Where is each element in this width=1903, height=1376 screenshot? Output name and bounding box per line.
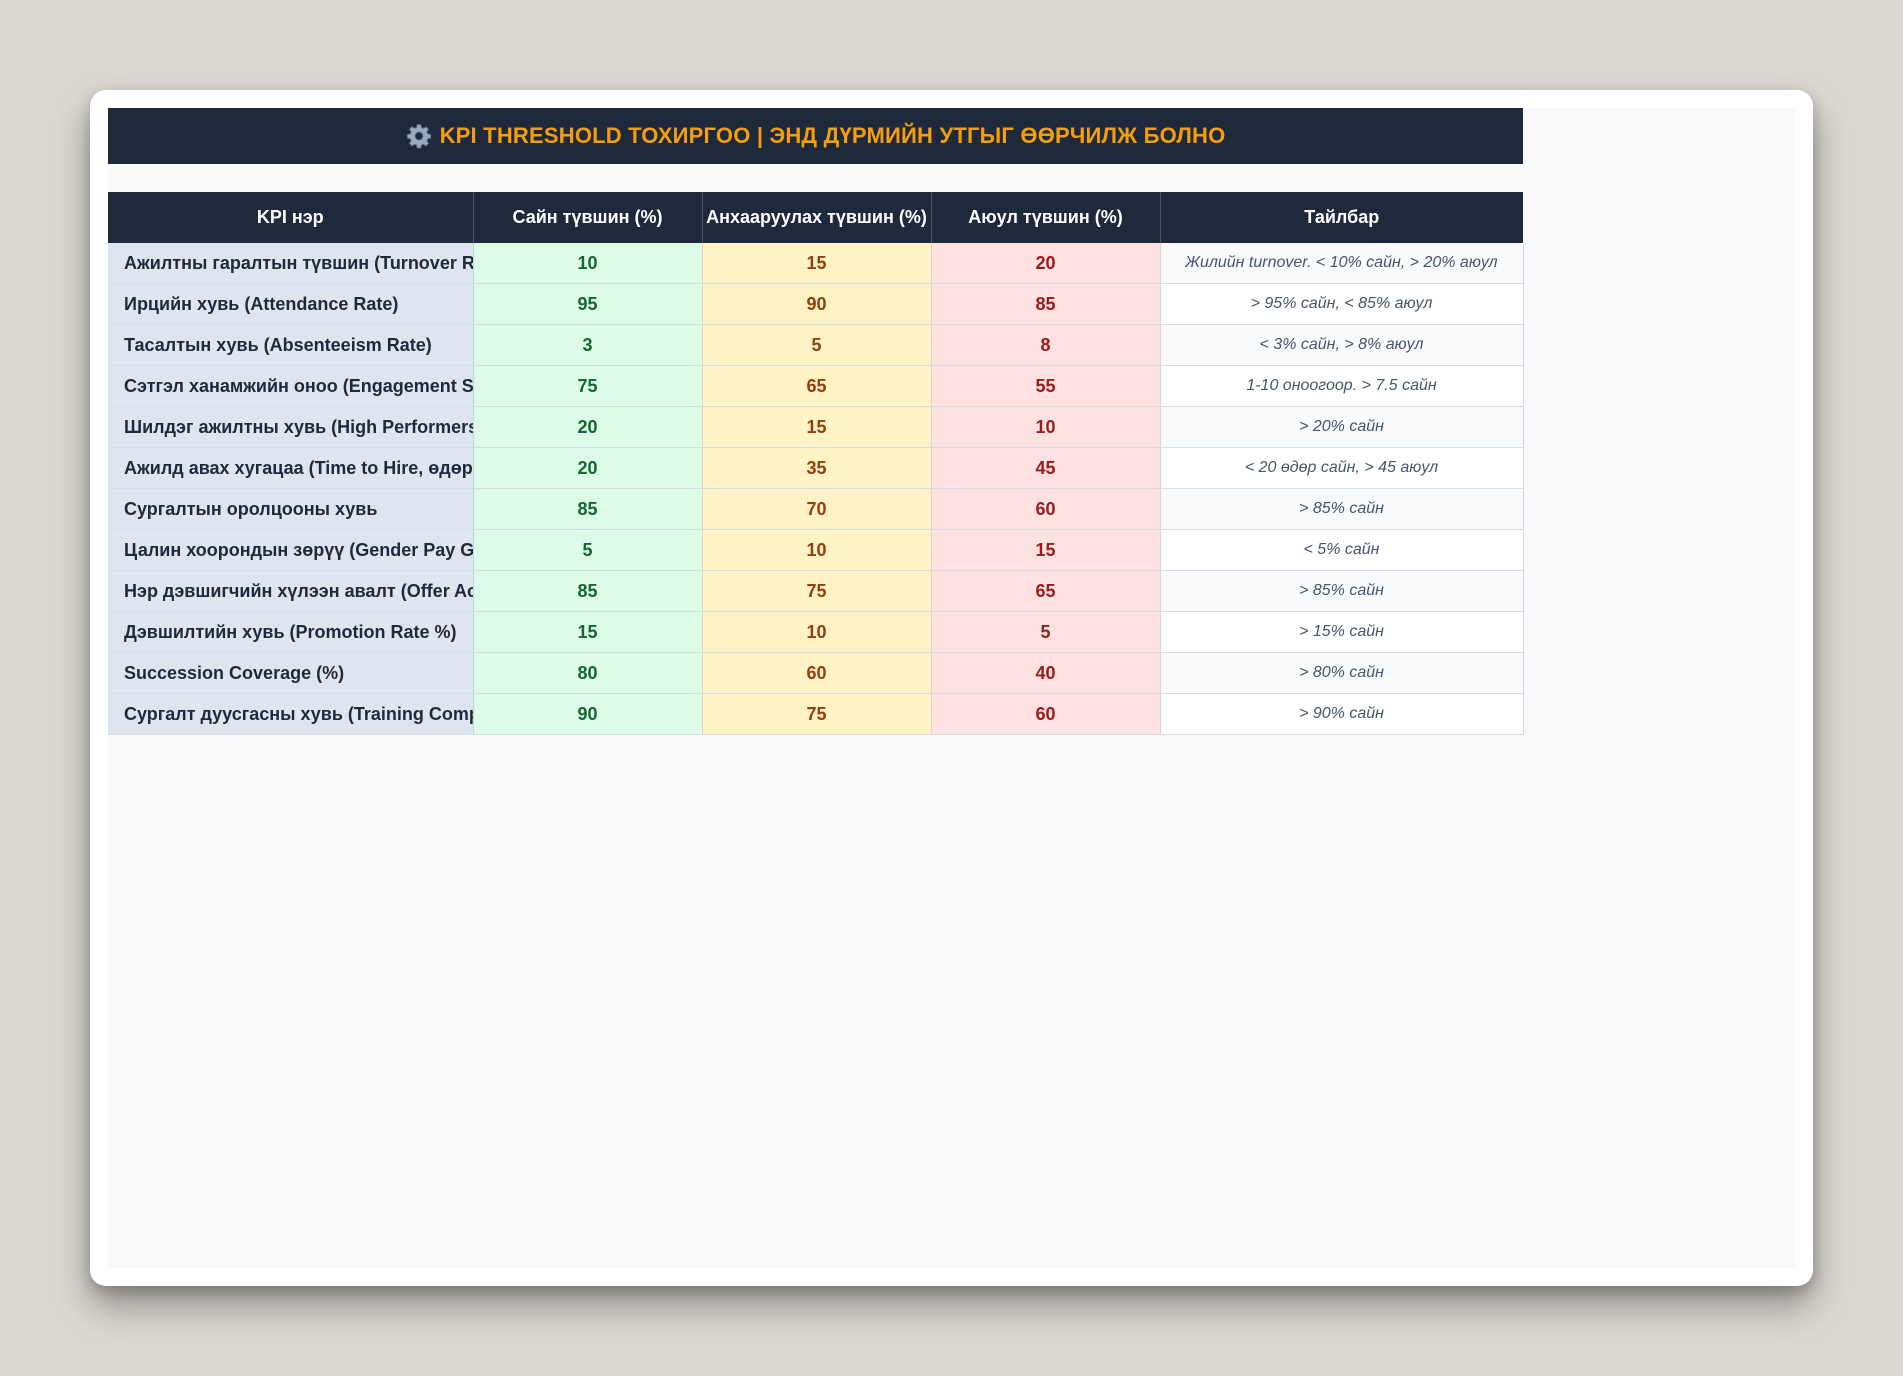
note-cell[interactable]: > 95% сайн, < 85% аюул: [1160, 283, 1524, 325]
kpi-name-cell[interactable]: Сургалтын оролцооны хувь: [108, 488, 473, 530]
warning-threshold-cell[interactable]: 10: [701, 611, 931, 653]
warning-threshold-cell[interactable]: 75: [701, 693, 931, 735]
column-header-note[interactable]: Тайлбар: [1160, 192, 1523, 243]
note-cell[interactable]: > 90% сайн: [1160, 693, 1524, 735]
good-threshold-cell[interactable]: 20: [472, 406, 702, 448]
kpi-name-cell[interactable]: Ажилтны гаралтын түвшин (Turnover Rate): [108, 243, 473, 284]
danger-threshold-cell[interactable]: 5: [930, 611, 1161, 653]
table-row: Шилдэг ажилтны хувь (High Performers %) …: [108, 406, 1524, 448]
good-threshold-cell[interactable]: 10: [472, 243, 702, 284]
good-threshold-cell[interactable]: 80: [472, 652, 702, 694]
danger-threshold-cell[interactable]: 45: [930, 447, 1161, 489]
column-header-kpi-name[interactable]: KPI нэр: [108, 192, 474, 243]
table-row: Нэр дэвшигчийн хүлээн авалт (Offer Accep…: [108, 570, 1524, 612]
good-threshold-cell[interactable]: 85: [472, 570, 702, 612]
good-threshold-cell[interactable]: 85: [472, 488, 702, 530]
column-header-warning-level[interactable]: Анхааруулах түвшин (%): [702, 192, 932, 243]
note-cell[interactable]: > 15% сайн: [1160, 611, 1524, 653]
danger-threshold-cell[interactable]: 20: [930, 243, 1161, 284]
good-threshold-cell[interactable]: 20: [472, 447, 702, 489]
warning-threshold-cell[interactable]: 70: [701, 488, 931, 530]
column-header-good-level[interactable]: Сайн түвшин (%): [473, 192, 703, 243]
good-threshold-cell[interactable]: 5: [472, 529, 702, 571]
kpi-name-cell[interactable]: Тасалтын хувь (Absenteeism Rate): [108, 324, 473, 366]
danger-threshold-cell[interactable]: 55: [930, 365, 1161, 407]
warning-threshold-cell[interactable]: 75: [701, 570, 931, 612]
table-row: Дэвшилтийн хувь (Promotion Rate %) 15 10…: [108, 611, 1524, 653]
danger-threshold-cell[interactable]: 10: [930, 406, 1161, 448]
warning-threshold-cell[interactable]: 35: [701, 447, 931, 489]
app-window: KPI THRESHOLD ТОХИРГОО | ЭНД ДҮРМИЙН УТГ…: [90, 90, 1813, 1286]
kpi-name-cell[interactable]: Цалин хоорондын зөрүү (Gender Pay Gap %): [108, 529, 473, 571]
kpi-name-cell[interactable]: Нэр дэвшигчийн хүлээн авалт (Offer Accep…: [108, 570, 473, 612]
note-cell[interactable]: < 5% сайн: [1160, 529, 1524, 571]
note-cell[interactable]: < 20 өдөр сайн, > 45 аюул: [1160, 447, 1524, 489]
table-row: Сургалтын оролцооны хувь 85 70 60 > 85% …: [108, 488, 1524, 530]
column-header-danger-level[interactable]: Аюул түвшин (%): [931, 192, 1161, 243]
table-row: Ирцийн хувь (Attendance Rate) 95 90 85 >…: [108, 283, 1524, 325]
note-cell[interactable]: > 85% сайн: [1160, 570, 1524, 612]
warning-threshold-cell[interactable]: 90: [701, 283, 931, 325]
note-cell[interactable]: > 80% сайн: [1160, 652, 1524, 694]
warning-threshold-cell[interactable]: 15: [701, 243, 931, 284]
spreadsheet-area: KPI THRESHOLD ТОХИРГОО | ЭНД ДҮРМИЙН УТГ…: [108, 108, 1795, 1268]
note-cell[interactable]: < 3% сайн, > 8% аюул: [1160, 324, 1524, 366]
table-header-row: KPI нэр Сайн түвшин (%) Анхааруулах түвш…: [108, 192, 1523, 243]
note-cell[interactable]: > 20% сайн: [1160, 406, 1524, 448]
page-title: KPI THRESHOLD ТОХИРГОО | ЭНД ДҮРМИЙН УТГ…: [439, 123, 1226, 148]
kpi-name-cell[interactable]: Ажилд авах хугацаа (Time to Hire, өдөр): [108, 447, 473, 489]
danger-threshold-cell[interactable]: 15: [930, 529, 1161, 571]
good-threshold-cell[interactable]: 75: [472, 365, 702, 407]
warning-threshold-cell[interactable]: 10: [701, 529, 931, 571]
kpi-name-cell[interactable]: Сэтгэл ханамжийн оноо (Engagement Score): [108, 365, 473, 407]
kpi-name-cell[interactable]: Ирцийн хувь (Attendance Rate): [108, 283, 473, 325]
danger-threshold-cell[interactable]: 40: [930, 652, 1161, 694]
warning-threshold-cell[interactable]: 65: [701, 365, 931, 407]
gear-icon: [406, 123, 432, 149]
good-threshold-cell[interactable]: 95: [472, 283, 702, 325]
warning-threshold-cell[interactable]: 60: [701, 652, 931, 694]
table-row: Ажилтны гаралтын түвшин (Turnover Rate) …: [108, 243, 1524, 284]
good-threshold-cell[interactable]: 3: [472, 324, 702, 366]
good-threshold-cell[interactable]: 90: [472, 693, 702, 735]
kpi-name-cell[interactable]: Succession Coverage (%): [108, 652, 473, 694]
danger-threshold-cell[interactable]: 8: [930, 324, 1161, 366]
danger-threshold-cell[interactable]: 60: [930, 693, 1161, 735]
good-threshold-cell[interactable]: 15: [472, 611, 702, 653]
table-row: Сургалт дуусгасны хувь (Training Complet…: [108, 693, 1524, 735]
danger-threshold-cell[interactable]: 85: [930, 283, 1161, 325]
table-row: Цалин хоорондын зөрүү (Gender Pay Gap %)…: [108, 529, 1524, 571]
table-row: Succession Coverage (%) 80 60 40 > 80% с…: [108, 652, 1524, 694]
note-cell[interactable]: Жилийн turnover. < 10% сайн, > 20% аюул: [1160, 243, 1524, 284]
warning-threshold-cell[interactable]: 15: [701, 406, 931, 448]
kpi-name-cell[interactable]: Сургалт дуусгасны хувь (Training Complet…: [108, 693, 473, 735]
danger-threshold-cell[interactable]: 65: [930, 570, 1161, 612]
danger-threshold-cell[interactable]: 60: [930, 488, 1161, 530]
kpi-threshold-table: KPI нэр Сайн түвшин (%) Анхааруулах түвш…: [108, 192, 1524, 735]
warning-threshold-cell[interactable]: 5: [701, 324, 931, 366]
note-cell[interactable]: > 85% сайн: [1160, 488, 1524, 530]
table-row: Сэтгэл ханамжийн оноо (Engagement Score)…: [108, 365, 1524, 407]
table-row: Тасалтын хувь (Absenteeism Rate) 3 5 8 <…: [108, 324, 1524, 366]
page-title-banner: KPI THRESHOLD ТОХИРГОО | ЭНД ДҮРМИЙН УТГ…: [108, 108, 1523, 164]
kpi-name-cell[interactable]: Шилдэг ажилтны хувь (High Performers %): [108, 406, 473, 448]
kpi-name-cell[interactable]: Дэвшилтийн хувь (Promotion Rate %): [108, 611, 473, 653]
note-cell[interactable]: 1-10 оноогоор. > 7.5 сайн: [1160, 365, 1524, 407]
table-row: Ажилд авах хугацаа (Time to Hire, өдөр) …: [108, 447, 1524, 489]
